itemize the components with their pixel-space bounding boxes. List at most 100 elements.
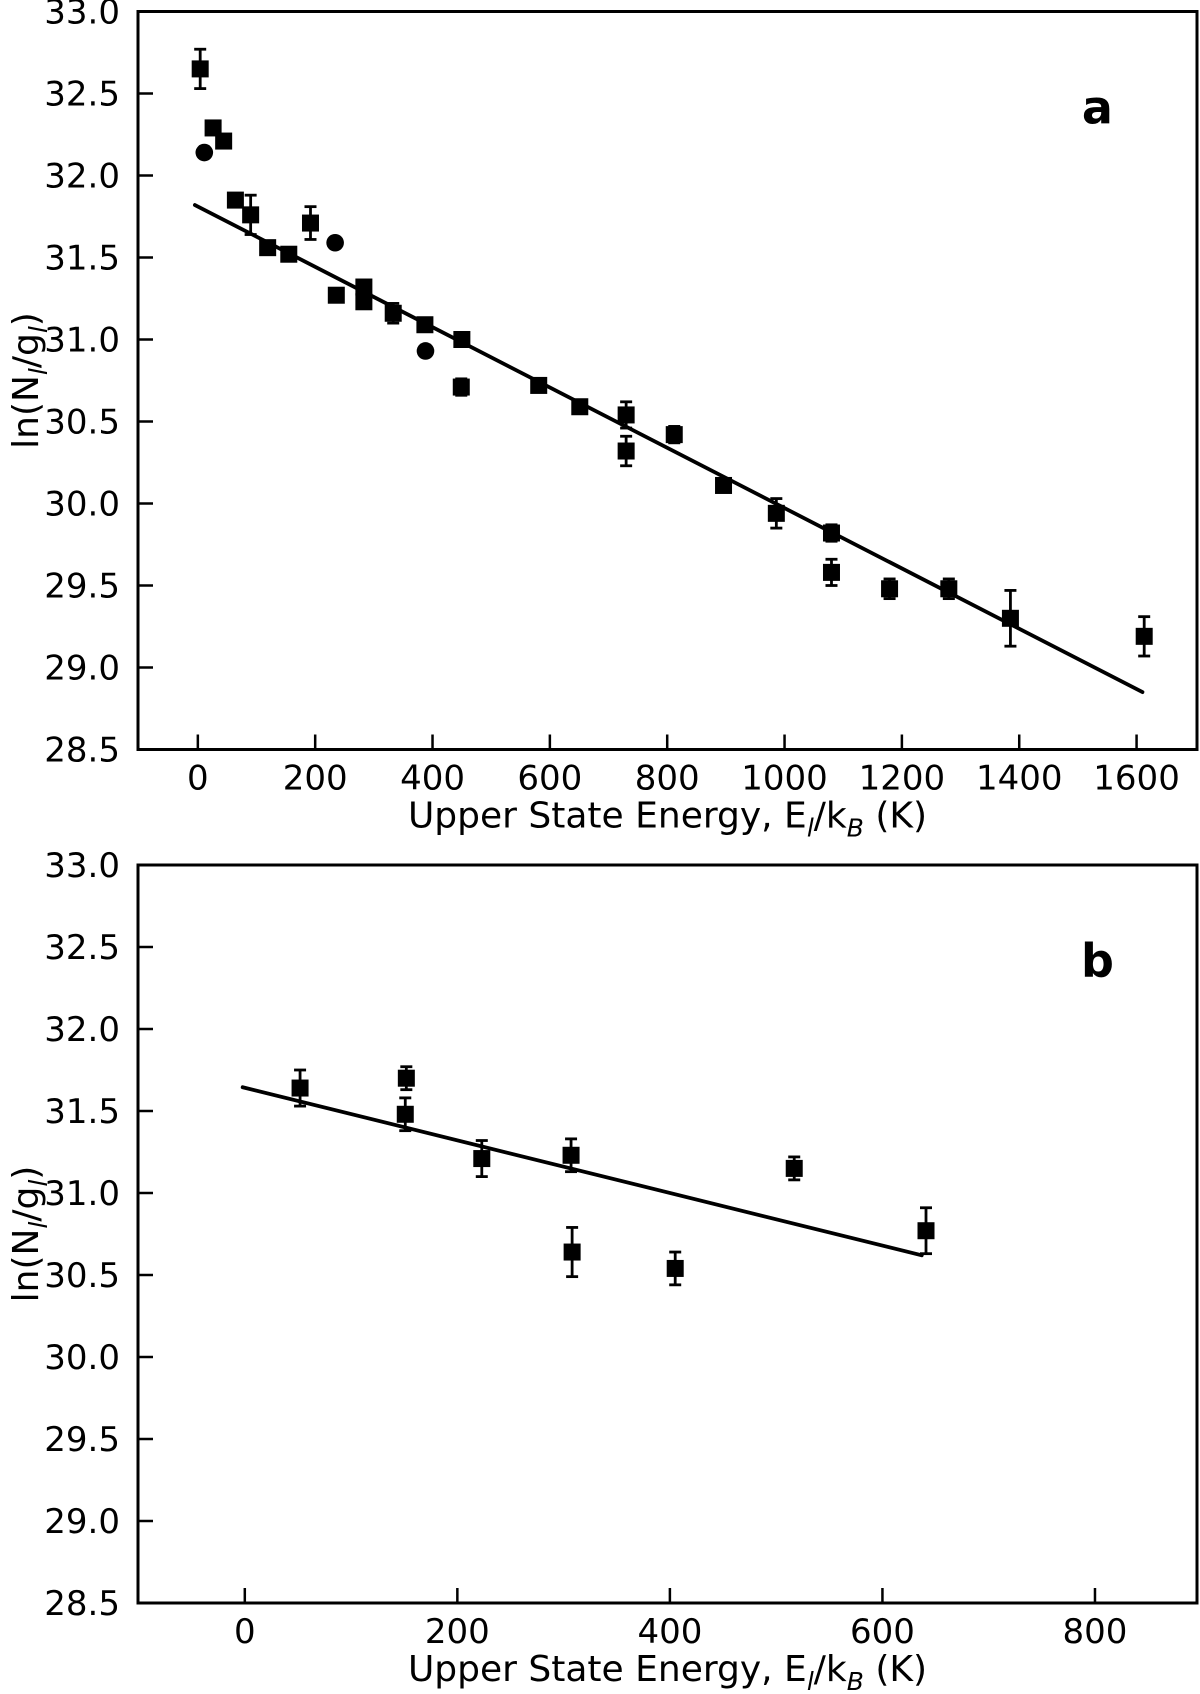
square-marker bbox=[1001, 609, 1019, 627]
data-point bbox=[452, 377, 470, 397]
data-point bbox=[416, 316, 434, 334]
fit-line bbox=[240, 1085, 924, 1258]
data-point bbox=[617, 400, 635, 430]
panel-letter-a: a bbox=[1082, 81, 1113, 135]
square-marker bbox=[822, 563, 840, 581]
square-marker bbox=[715, 476, 733, 494]
data-point bbox=[562, 1137, 580, 1174]
data-point bbox=[453, 331, 471, 348]
circle-marker bbox=[416, 342, 435, 360]
square-marker bbox=[327, 286, 345, 304]
y-tick-label: 29.0 bbox=[44, 1502, 120, 1542]
square-marker bbox=[280, 245, 298, 263]
data-point bbox=[326, 233, 344, 252]
square-marker bbox=[617, 442, 635, 460]
data-point bbox=[767, 497, 785, 530]
square-marker bbox=[191, 60, 209, 78]
x-tick-label: 1200 bbox=[859, 759, 946, 799]
y-tick-label: 32.5 bbox=[44, 928, 120, 968]
square-marker bbox=[940, 580, 958, 598]
data-point bbox=[617, 434, 635, 468]
square-marker bbox=[881, 580, 899, 598]
data-point bbox=[397, 1065, 415, 1092]
data-point bbox=[1001, 589, 1019, 648]
data-point bbox=[785, 1155, 803, 1182]
data-point bbox=[473, 1139, 491, 1178]
square-marker bbox=[562, 1146, 580, 1164]
y-tick-label: 32.5 bbox=[44, 75, 120, 115]
square-marker bbox=[452, 378, 470, 396]
square-marker bbox=[666, 1259, 684, 1277]
circle-marker bbox=[195, 143, 214, 162]
data-point bbox=[291, 1068, 309, 1108]
x-tick-label: 800 bbox=[1063, 1612, 1128, 1652]
square-marker bbox=[226, 191, 244, 209]
square-marker bbox=[917, 1222, 935, 1240]
data-point bbox=[355, 293, 373, 311]
square-marker bbox=[301, 214, 319, 232]
square-marker bbox=[215, 132, 233, 150]
x-tick-label: 1000 bbox=[741, 759, 828, 799]
y-tick-label: 30.5 bbox=[44, 1256, 120, 1296]
y-tick-label: 28.5 bbox=[44, 731, 120, 771]
data-point bbox=[563, 1226, 581, 1279]
y-tick-label: 33.0 bbox=[44, 846, 120, 886]
data-point bbox=[666, 1250, 684, 1287]
square-marker bbox=[259, 239, 277, 257]
square-marker bbox=[1135, 627, 1153, 645]
y-tick-label: 30.5 bbox=[44, 403, 120, 443]
data-point bbox=[822, 523, 840, 543]
data-point bbox=[822, 557, 840, 587]
square-marker bbox=[767, 504, 785, 522]
y-tick-label: 30.0 bbox=[44, 1338, 120, 1378]
x-axis-label: Upper State Energy, El/kB (K) bbox=[408, 1649, 927, 1694]
x-tick-label: 400 bbox=[400, 759, 465, 799]
data-point bbox=[530, 376, 548, 394]
square-marker bbox=[384, 304, 402, 322]
axes-box bbox=[136, 10, 1199, 751]
y-tick-label: 29.0 bbox=[44, 649, 120, 689]
x-tick-label: 800 bbox=[635, 759, 700, 799]
y-axis-label: ln(Nl/gl) bbox=[6, 312, 53, 449]
square-marker bbox=[473, 1150, 491, 1168]
y-tick-label: 31.0 bbox=[44, 1174, 120, 1214]
square-marker bbox=[822, 524, 840, 542]
y-tick-label: 29.5 bbox=[44, 1420, 120, 1460]
x-tick-label: 200 bbox=[283, 759, 348, 799]
data-point bbox=[259, 239, 277, 257]
data-point bbox=[195, 143, 214, 162]
square-marker bbox=[204, 119, 222, 137]
x-tick-label: 1400 bbox=[976, 759, 1063, 799]
y-tick-label: 32.0 bbox=[44, 1010, 120, 1050]
x-tick-label: 1600 bbox=[1093, 759, 1180, 799]
data-point bbox=[327, 286, 345, 304]
data-point bbox=[355, 278, 373, 296]
axes-box bbox=[136, 863, 1199, 1605]
square-marker bbox=[785, 1159, 803, 1177]
x-tick-label: 600 bbox=[850, 1612, 915, 1652]
y-tick-label: 30.0 bbox=[44, 485, 120, 525]
panel-b: 0 200 400 600 800 28.5 29.0 29.5 30.0 30.5 31.0 31.… bbox=[6, 846, 1199, 1694]
panel-a: 0 200 400 600 800 1000 1200 1400 1600 28.5 29.0 29.… bbox=[6, 0, 1199, 843]
x-tick-label: 400 bbox=[637, 1612, 702, 1652]
fit-line bbox=[193, 203, 1145, 694]
x-tick-label: 0 bbox=[187, 759, 209, 799]
data-point bbox=[917, 1206, 935, 1256]
data-point bbox=[242, 193, 260, 236]
data-point bbox=[215, 132, 233, 150]
y-tick-label: 31.5 bbox=[44, 1092, 120, 1132]
y-tick-label: 31.5 bbox=[44, 239, 120, 279]
x-tick-label: 600 bbox=[517, 759, 582, 799]
data-point bbox=[940, 577, 958, 601]
square-marker bbox=[397, 1069, 415, 1087]
data-point bbox=[301, 205, 319, 241]
square-marker bbox=[530, 376, 548, 394]
x-tick-label: 200 bbox=[425, 1612, 490, 1652]
data-point bbox=[280, 245, 298, 263]
square-marker bbox=[453, 331, 471, 348]
square-marker bbox=[617, 406, 635, 424]
data-point bbox=[416, 342, 435, 360]
square-marker bbox=[242, 206, 260, 224]
